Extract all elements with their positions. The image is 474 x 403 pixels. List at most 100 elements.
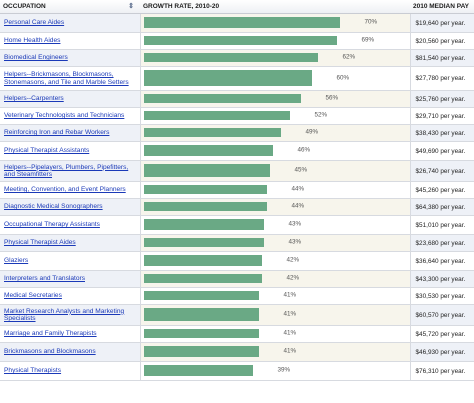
occupation-link[interactable]: Helpers--Brickmasons, Blockmasons, Stone… — [4, 71, 129, 86]
occupation-cell: Veterinary Technologists and Technicians — [0, 107, 141, 125]
median-pay-cell: $38,430 per year. — [410, 124, 474, 142]
growth-bar-label: 43% — [288, 238, 302, 246]
growth-bar-label: 62% — [342, 53, 356, 61]
growth-bar-label: 56% — [325, 94, 339, 102]
table-row: Brickmasons and Blockmasons 41% $46,930 pe… — [0, 342, 474, 362]
occupation-link[interactable]: Brickmasons and Blockmasons — [4, 348, 96, 356]
growth-bar — [143, 36, 337, 45]
growth-bar — [143, 255, 262, 266]
median-pay-cell: $23,680 per year. — [410, 234, 474, 252]
occupation-link[interactable]: Helpers--Carpenters — [4, 95, 64, 103]
occupation-link[interactable]: Physical Therapist Assistants — [4, 147, 90, 155]
occupation-link[interactable]: Interpreters and Translators — [4, 275, 85, 283]
occupation-cell: Marriage and Family Therapists — [0, 325, 141, 343]
growth-cell: 44% — [140, 198, 411, 216]
table-row: Marriage and Family Therapists 41% $45,720… — [0, 325, 474, 343]
occupation-link[interactable]: Physical Therapists — [4, 367, 62, 375]
pay-column-header[interactable]: 2010 MEDIAN PAY — [410, 0, 474, 14]
occupation-link[interactable]: Marriage and Family Therapists — [4, 330, 97, 338]
table-row: Medical Secretaries 41% $30,530 per year. — [0, 287, 474, 305]
table-row: Helpers--Carpenters 56% $25,760 per year. — [0, 90, 474, 108]
median-pay-cell: $49,690 per year. — [410, 141, 474, 161]
occupation-cell: Physical Therapist Aides — [0, 234, 141, 252]
table-row: Biomedical Engineers 62% $81,540 per year. — [0, 49, 474, 67]
growth-bar-label: 44% — [291, 185, 305, 193]
occupation-cell: Market Research Analysts and Marketing S… — [0, 304, 141, 326]
median-pay-cell: $36,640 per year. — [410, 251, 474, 271]
growth-bar-label: 52% — [314, 111, 328, 119]
growth-cell: 43% — [140, 215, 411, 235]
growth-cell: 41% — [140, 304, 411, 326]
occupation-cell: Occupational Therapy Assistants — [0, 215, 141, 235]
growth-bar — [143, 365, 253, 376]
growth-cell: 42% — [140, 251, 411, 271]
table-row: Personal Care Aides 70% $19,640 per year. — [0, 13, 474, 33]
growth-cell: 52% — [140, 107, 411, 125]
occupation-link[interactable]: Diagnostic Medical Sonographers — [4, 203, 103, 211]
occupation-link[interactable]: Personal Care Aides — [4, 19, 65, 27]
occupation-link[interactable]: Reinforcing Iron and Rebar Workers — [4, 129, 110, 137]
growth-bar-label: 60% — [336, 73, 350, 81]
median-pay-cell: $76,310 per year. — [410, 361, 474, 381]
growth-bar — [143, 346, 259, 357]
growth-bar-label: 41% — [283, 310, 297, 318]
growth-bar — [143, 329, 259, 338]
table-row: Physical Therapist Assistants 46% $49,690 … — [0, 141, 474, 161]
occupation-link[interactable]: Veterinary Technologists and Technicians — [4, 112, 125, 120]
median-pay-cell: $81,540 per year. — [410, 49, 474, 67]
growth-bar — [143, 53, 318, 62]
growth-bar — [143, 202, 267, 211]
table-row: Veterinary Technologists and Technicians… — [0, 107, 474, 125]
growth-cell: 39% — [140, 361, 411, 381]
growth-cell: 49% — [140, 124, 411, 142]
occupation-column-header[interactable]: OCCUPATION ⇕ — [0, 0, 140, 14]
growth-bar — [143, 111, 290, 120]
growth-bar — [143, 17, 340, 28]
growth-bar-label: 49% — [305, 128, 319, 136]
occupation-growth-table: OCCUPATION ⇕ GROWTH RATE, 2010-20 2010 M… — [0, 0, 474, 381]
occupation-cell: Physical Therapist Assistants — [0, 141, 141, 161]
sort-arrows-icon[interactable]: ⇕ — [128, 3, 134, 10]
growth-bar — [143, 238, 264, 247]
median-pay-cell: $19,640 per year. — [410, 13, 474, 33]
table-row: Helpers--Pipelayers, Plumbers, Pipefitte… — [0, 160, 474, 182]
table-row: Reinforcing Iron and Rebar Workers 49% $38… — [0, 124, 474, 142]
occupation-cell: Glaziers — [0, 251, 141, 271]
median-pay-cell: $60,570 per year. — [410, 304, 474, 326]
occupation-link[interactable]: Market Research Analysts and Marketing S… — [4, 307, 125, 322]
growth-bar-label: 41% — [283, 291, 297, 299]
occupation-link[interactable]: Home Health Aides — [4, 37, 61, 45]
growth-cell: 42% — [140, 270, 411, 288]
growth-cell: 69% — [140, 32, 411, 50]
growth-bar-label: 70% — [364, 18, 378, 26]
growth-cell: 46% — [140, 141, 411, 161]
growth-cell: 62% — [140, 49, 411, 67]
median-pay-cell: $43,300 per year. — [410, 270, 474, 288]
occupation-link[interactable]: Biomedical Engineers — [4, 54, 68, 62]
occupation-cell: Interpreters and Translators — [0, 270, 141, 288]
occupation-cell: Biomedical Engineers — [0, 49, 141, 67]
table-row: Helpers--Brickmasons, Blockmasons, Stone… — [0, 66, 474, 91]
occupation-cell: Helpers--Brickmasons, Blockmasons, Stone… — [0, 66, 141, 91]
median-pay-cell: $29,710 per year. — [410, 107, 474, 125]
occupation-cell: Home Health Aides — [0, 32, 141, 50]
growth-bar — [143, 145, 273, 156]
median-pay-cell: $20,560 per year. — [410, 32, 474, 50]
occupation-link[interactable]: Physical Therapist Aides — [4, 239, 76, 247]
occupation-link[interactable]: Meeting, Convention, and Event Planners — [4, 186, 126, 194]
growth-column-header[interactable]: GROWTH RATE, 2010-20 — [140, 0, 410, 14]
occupation-link[interactable]: Medical Secretaries — [4, 292, 62, 300]
table-row: Meeting, Convention, and Event Planners 4… — [0, 181, 474, 199]
occupation-link[interactable]: Helpers--Pipelayers, Plumbers, Pipefitte… — [4, 163, 129, 178]
occupation-link[interactable]: Glaziers — [4, 257, 29, 265]
growth-cell: 41% — [140, 287, 411, 305]
occupation-header-label: OCCUPATION — [3, 3, 46, 10]
occupation-link[interactable]: Occupational Therapy Assistants — [4, 221, 100, 229]
growth-cell: 41% — [140, 342, 411, 362]
table-body: Personal Care Aides 70% $19,640 per year. H… — [0, 13, 474, 381]
growth-bar — [143, 291, 259, 300]
growth-bar — [143, 308, 259, 321]
table-row: Interpreters and Translators 42% $43,300 p… — [0, 270, 474, 288]
growth-cell: 44% — [140, 181, 411, 199]
median-pay-cell: $26,740 per year. — [410, 160, 474, 182]
